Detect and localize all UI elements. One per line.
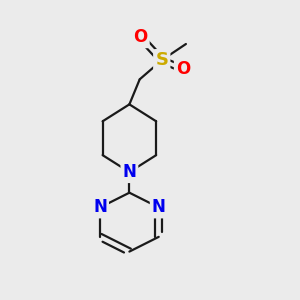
Text: O: O [134, 28, 148, 46]
Text: S: S [155, 51, 168, 69]
Text: N: N [93, 198, 107, 216]
Text: N: N [122, 163, 136, 181]
Text: N: N [152, 198, 166, 216]
Text: O: O [176, 60, 190, 78]
